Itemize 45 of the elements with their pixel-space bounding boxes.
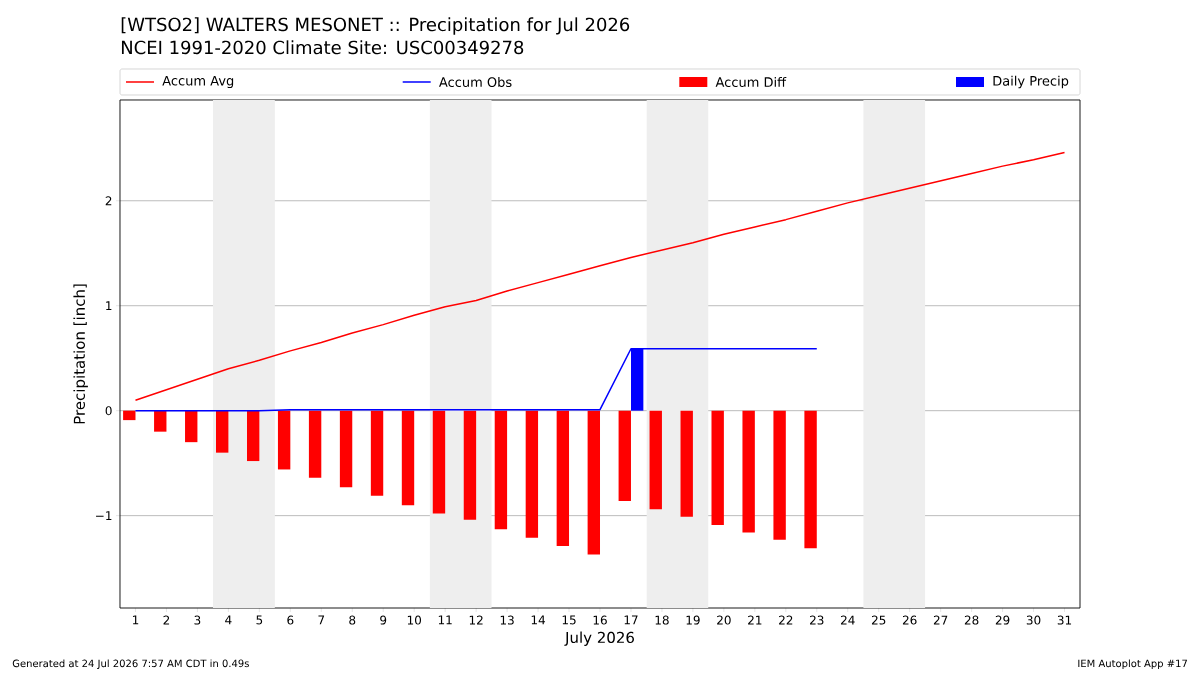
x-tick-label: 12 — [469, 615, 483, 625]
x-tick-label: 2 — [163, 615, 170, 625]
x-tick-label: 8 — [349, 615, 356, 625]
x-tick-label: 20 — [717, 615, 731, 625]
y-tick-label: 0 — [105, 406, 112, 416]
legend-label: Accum Obs — [439, 76, 512, 88]
x-tick-label: 26 — [902, 615, 917, 625]
x-tick-label: 19 — [686, 615, 700, 625]
x-tick-label: 5 — [256, 615, 263, 625]
text: IEM Autoplot App #17 — [1078, 659, 1187, 670]
x-tick-label: 27 — [933, 615, 948, 625]
x-tick-label: 7 — [318, 615, 325, 625]
x-tick-label: 13 — [500, 615, 514, 625]
x-tick-label: 23 — [810, 615, 824, 625]
legend-label: Accum Avg — [162, 75, 234, 89]
x-tick-label: 15 — [562, 615, 576, 625]
x-tick-label: 3 — [194, 615, 201, 625]
x-tick-label: 18 — [655, 615, 669, 625]
x-tick-label: 9 — [380, 615, 387, 625]
chart-title: [WTSO2] WALTERS MESONET :: Precipitation for Jul 2026 — [121, 17, 630, 35]
y-tick-label: 2 — [105, 196, 112, 206]
x-axis-title: July 2026 — [564, 631, 634, 646]
x-tick-label: 16 — [593, 615, 607, 625]
x-tick-label: 21 — [748, 615, 762, 625]
y-axis-title: Precipitation [inch] — [73, 284, 88, 424]
x-tick-label: 24 — [840, 615, 855, 625]
legend-label: Accum Diff — [715, 76, 787, 88]
x-tick-label: 30 — [1026, 615, 1041, 625]
x-tick-label: 22 — [779, 615, 793, 625]
x-tick-label: 4 — [225, 615, 232, 625]
chart-subtitle: NCEI 1991-2020 Climate Site: USC00349278 — [121, 40, 524, 55]
x-tick-label: 6 — [287, 615, 294, 625]
x-tick-label: 29 — [995, 615, 1010, 625]
legend-label: Daily Precip — [993, 75, 1069, 89]
x-tick-label: 25 — [871, 615, 886, 625]
x-tick-label: 11 — [438, 615, 452, 625]
x-tick-label: 10 — [407, 615, 422, 625]
text: Generated at 24 Jul 2026 7:57 AM CDT in 0.49s — [12, 659, 249, 670]
x-tick-label: 17 — [624, 615, 638, 625]
x-tick-label: 31 — [1057, 615, 1072, 625]
x-tick-label: 28 — [964, 615, 979, 625]
y-tick-label: −1 — [96, 511, 112, 521]
x-tick-label: 1 — [132, 615, 139, 625]
x-tick-label: 14 — [531, 615, 546, 625]
y-tick-label: 1 — [106, 301, 112, 311]
